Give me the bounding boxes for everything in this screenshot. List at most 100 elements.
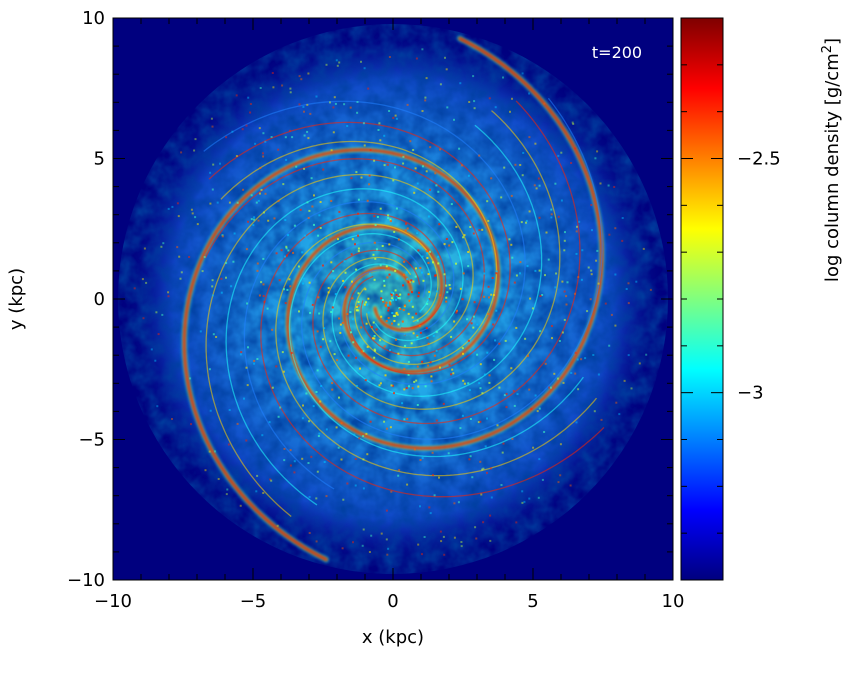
speckle-dot [551, 325, 553, 327]
speckle-dot [521, 490, 524, 493]
speckle-dot [559, 474, 562, 477]
speckle-dot [307, 217, 310, 219]
speckle-dot [608, 233, 611, 236]
speckle-dot [342, 279, 345, 282]
speckle-dot [437, 262, 440, 265]
speckle-dot [495, 270, 498, 273]
speckle-dot [283, 447, 286, 450]
x-tick-label: 0 [387, 591, 398, 612]
speckle-dot [289, 87, 292, 90]
speckle-dot [510, 194, 513, 197]
speckle-dot [318, 312, 321, 315]
speckle-dot [511, 97, 513, 100]
speckle-dot [467, 382, 470, 385]
speckle-dot [537, 496, 540, 499]
speckle-dot [366, 453, 369, 456]
speckle-dot [227, 443, 230, 446]
speckle-dot [406, 417, 409, 420]
speckle-dot [315, 95, 318, 98]
speckle-dot [437, 255, 440, 258]
speckle-dot [190, 208, 193, 211]
speckle-dot [154, 359, 157, 362]
speckle-dot [330, 261, 333, 264]
speckle-dot [460, 164, 463, 167]
speckle-dot [415, 379, 418, 382]
speckle-dot [614, 324, 617, 327]
speckle-dot [293, 471, 296, 474]
speckle-dot [221, 235, 224, 238]
speckle-dot [406, 483, 409, 486]
spur-filament [312, 100, 581, 425]
speckle-dot [379, 339, 382, 342]
speckle-dot [365, 301, 367, 304]
speckle-dot [425, 170, 428, 173]
time-annotation: t=200 [592, 43, 642, 62]
speckle-dot [392, 292, 395, 295]
spiral-arms [180, 35, 606, 563]
speckle-dot [305, 392, 308, 395]
speckle-dot [372, 337, 375, 340]
speckle-dot [502, 76, 504, 79]
speckle-dot [356, 309, 358, 312]
speckle-dot [357, 304, 360, 307]
speckle-dot [576, 225, 578, 228]
x-tick-label: −10 [94, 591, 132, 612]
speckle-dot [249, 103, 252, 105]
speckle-dot [404, 229, 407, 232]
speckle-dot [607, 184, 610, 187]
speckle-dot [409, 140, 412, 143]
speckle-dot [529, 297, 532, 300]
speckle-dot [275, 365, 278, 368]
speckle-dot [387, 317, 390, 319]
speckle-dot [390, 293, 393, 295]
speckle-dot [341, 321, 344, 324]
speckle-dot [413, 380, 416, 383]
speckle-dot [287, 249, 290, 252]
speckle-dot [443, 273, 446, 276]
speckle-dot [444, 56, 446, 59]
y-axis-label: y (kpc) [6, 268, 27, 330]
speckle-dot [385, 265, 388, 268]
speckle-dot [563, 290, 566, 293]
speckle-dot [262, 257, 265, 260]
speckle-dot [298, 75, 301, 78]
speckle-dot [212, 333, 215, 336]
speckle-dot [468, 458, 471, 461]
speckle-dot [246, 384, 249, 387]
speckle-dot [212, 163, 215, 166]
speckle-dot [382, 300, 385, 303]
speckle-dot [372, 253, 375, 256]
speckle-dot [256, 262, 259, 265]
speckle-dot [317, 296, 320, 299]
speckle-dot [374, 257, 377, 260]
speckle-dot [247, 346, 249, 349]
speckle-dot [443, 553, 446, 556]
speckle-dot [563, 239, 566, 242]
speckle-dot [445, 238, 448, 240]
speckle-dot [550, 216, 553, 219]
speckle-dot [258, 294, 261, 297]
speckle-dot [486, 471, 488, 474]
speckle-dot [381, 245, 384, 247]
speckle-dot [548, 386, 551, 389]
speckle-dot [330, 200, 333, 202]
speckle-dot [467, 265, 470, 268]
speckle-dot [157, 333, 160, 336]
speckle-dot [473, 100, 476, 103]
speckle-dot [512, 389, 515, 392]
speckle-dot [571, 121, 574, 124]
speckle-dot [310, 455, 313, 458]
speckle-dot [235, 94, 238, 97]
speckle-dot [350, 253, 353, 256]
speckle-dot [264, 140, 267, 143]
speckle-dot [472, 232, 475, 235]
speckle-dot [373, 278, 376, 281]
speckle-dot [391, 291, 393, 294]
speckle-dot [417, 543, 420, 546]
speckle-dot [303, 134, 306, 137]
speckle-dot [329, 101, 331, 104]
speckle-dot [387, 214, 390, 217]
speckle-dot [394, 166, 396, 169]
speckle-dot [496, 424, 499, 427]
speckle-dot [387, 547, 390, 550]
